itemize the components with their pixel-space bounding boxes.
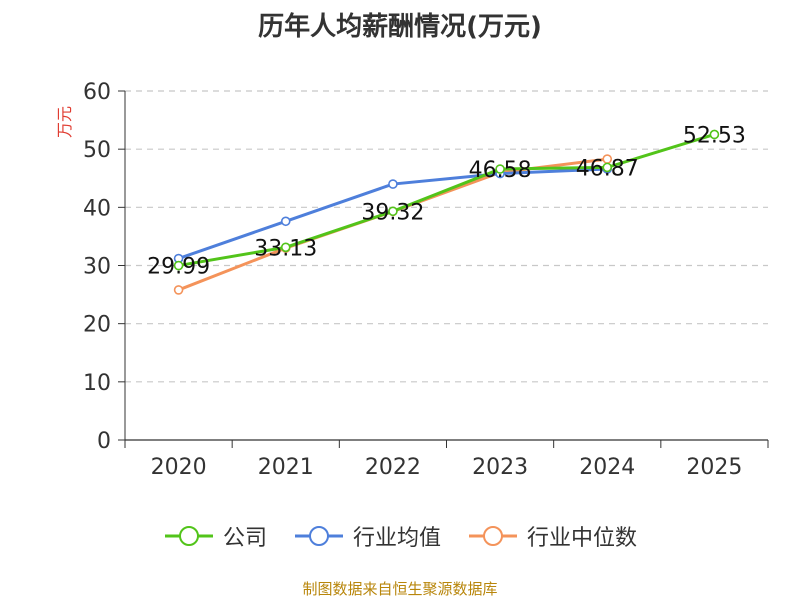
legend: 公司 行业均值 行业中位数 bbox=[0, 520, 800, 552]
legend-item[interactable]: 行业中位数 bbox=[467, 520, 637, 552]
y-tick-label: 0 bbox=[97, 429, 111, 454]
data-point bbox=[173, 260, 184, 271]
source-note: 制图数据来自恒生聚源数据库 bbox=[302, 580, 498, 598]
x-tick-label: 2025 bbox=[686, 455, 742, 480]
data-label: 46.58 bbox=[469, 158, 532, 183]
data-label: 46.87 bbox=[576, 156, 639, 181]
legend-circle bbox=[483, 526, 503, 546]
x-tick-label: 2021 bbox=[258, 455, 314, 480]
data-point bbox=[388, 206, 398, 217]
legend-label: 行业中位数 bbox=[527, 526, 638, 551]
data-point bbox=[280, 242, 291, 253]
x-tick-label: 2022 bbox=[365, 455, 421, 480]
data-point bbox=[709, 129, 720, 140]
y-tick-label: 10 bbox=[83, 371, 111, 396]
data-label: 52.53 bbox=[683, 123, 746, 148]
x-tick-label: 2023 bbox=[472, 455, 528, 480]
legend-circle bbox=[308, 526, 329, 546]
data-label: 33.13 bbox=[254, 236, 317, 261]
y-tick-label: 20 bbox=[83, 313, 111, 338]
data-point bbox=[173, 285, 184, 295]
series-line-0 bbox=[178, 133, 715, 268]
data-point bbox=[602, 162, 613, 173]
legend-circle bbox=[178, 526, 199, 546]
legend-marker-icon bbox=[164, 526, 213, 546]
y-tick-label: 60 bbox=[83, 80, 111, 105]
legend-item[interactable]: 公司 bbox=[163, 520, 267, 552]
x-tick-label: 2020 bbox=[151, 455, 207, 480]
y-axis-title: 万元 bbox=[55, 106, 74, 138]
data-label: 39.32 bbox=[361, 200, 424, 225]
axis-layer: 0 10 20 30 40 50 60 万元 2020 2021 2022 2023 2024 2025 bbox=[55, 80, 769, 480]
legend-label: 行业均值 bbox=[352, 526, 441, 551]
legend-item[interactable]: 行业均值 bbox=[293, 520, 441, 552]
data-label: 29.99 bbox=[147, 255, 210, 280]
chart-title: 历年人均薪酬情况(万元) bbox=[258, 12, 542, 42]
series-layer bbox=[173, 129, 720, 295]
data-point bbox=[495, 164, 505, 174]
label-layer: 29.99 33.13 39.32 46.58 46.87 52.53 bbox=[147, 123, 746, 279]
x-tick-label: 2024 bbox=[579, 455, 635, 480]
legend-label: 公司 bbox=[222, 526, 267, 551]
data-point bbox=[280, 216, 291, 227]
y-tick-label: 50 bbox=[83, 138, 111, 163]
y-tick-label: 30 bbox=[83, 255, 111, 280]
data-point bbox=[388, 179, 398, 189]
legend-marker-icon bbox=[294, 526, 343, 546]
grid-layer bbox=[125, 90, 768, 383]
y-tick-label: 40 bbox=[83, 196, 111, 221]
legend-marker-icon bbox=[469, 526, 517, 546]
